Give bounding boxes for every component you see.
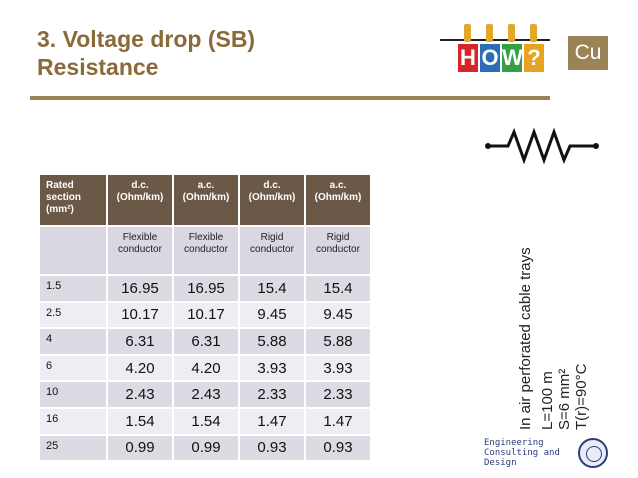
header-rated-section: Rated section (mm²): [38, 173, 108, 227]
ecd-logo: Engineering Consulting and Design: [484, 438, 610, 472]
page-title: 3. Voltage drop (SB) Resistance: [37, 25, 255, 81]
row-section: 4: [38, 327, 108, 356]
cell-value: 2.33: [238, 380, 306, 409]
cell-value: 1.47: [238, 406, 306, 436]
resistance-table: Rated section (mm²) d.c. (Ohm/km) a.c. (…: [38, 173, 372, 463]
peg-icon: [486, 24, 493, 42]
table-row: 6 4.20 4.20 3.93 3.93: [38, 353, 372, 383]
peg-icon: [530, 24, 537, 42]
cell-value: 16.95: [106, 274, 174, 303]
subheader-cell: Flexible conductor: [106, 225, 174, 276]
table-row: 16 1.54 1.54 1.47 1.47: [38, 406, 372, 436]
table-header-row: Rated section (mm²) d.c. (Ohm/km) a.c. (…: [38, 173, 372, 227]
ecd-logo-text: Engineering Consulting and Design: [484, 438, 560, 468]
cell-value: 0.93: [238, 433, 306, 463]
table-row: 1.5 16.95 16.95 15.4 15.4: [38, 274, 372, 303]
cell-value: 16.95: [172, 274, 240, 303]
condition-temperature: T(r)=90°C: [573, 363, 590, 430]
cell-value: 5.88: [238, 327, 306, 356]
subheader-cell: Rigid conductor: [238, 225, 306, 276]
cell-value: 10.17: [172, 300, 240, 330]
logo-letter-3: W: [502, 44, 523, 72]
table-subheader-row: Flexible conductor Flexible conductor Ri…: [38, 225, 372, 276]
peg-icon: [464, 24, 471, 42]
copper-badge: Cu: [568, 36, 608, 70]
title-line-2: Resistance: [37, 54, 159, 80]
cell-value: 0.99: [172, 433, 240, 463]
header-ac-flexible: a.c. (Ohm/km): [172, 173, 240, 227]
ecd-line-2: Consulting and: [484, 448, 560, 458]
logo-letter-4: ?: [524, 44, 544, 72]
peg-icon: [508, 24, 515, 42]
condition-installation: In air perforated cable trays: [517, 247, 534, 430]
row-section: 2.5: [38, 300, 108, 330]
subheader-cell: Flexible conductor: [172, 225, 240, 276]
cell-value: 2.33: [304, 380, 372, 409]
table-row: 2.5 10.17 10.17 9.45 9.45: [38, 300, 372, 330]
cell-value: 6.31: [172, 327, 240, 356]
cell-value: 0.93: [304, 433, 372, 463]
subheader-cell: Rigid conductor: [304, 225, 372, 276]
condition-section: S=6 mm²: [556, 368, 573, 430]
cell-value: 0.99: [106, 433, 174, 463]
logo-letter-1: H: [458, 44, 478, 72]
cell-value: 4.20: [106, 353, 174, 383]
row-section: 16: [38, 406, 108, 436]
cell-value: 1.54: [106, 406, 174, 436]
header-ac-rigid: a.c. (Ohm/km): [304, 173, 372, 227]
subheader-cell: [38, 225, 108, 276]
cell-value: 15.4: [238, 274, 306, 303]
cell-value: 4.20: [172, 353, 240, 383]
cell-value: 1.54: [172, 406, 240, 436]
row-section: 1.5: [38, 274, 108, 303]
how-logo: H O W ?: [440, 22, 550, 82]
table-row: 4 6.31 6.31 5.88 5.88: [38, 327, 372, 356]
cell-value: 9.45: [304, 300, 372, 330]
logo-letter-2: O: [480, 44, 500, 72]
test-conditions: In air perforated cable trays L=100 m S=…: [517, 220, 591, 430]
cell-value: 3.93: [238, 353, 306, 383]
ecd-line-3: Design: [484, 458, 517, 468]
condition-length: L=100 m: [539, 371, 556, 430]
row-section: 10: [38, 380, 108, 409]
ecd-line-1: Engineering: [484, 438, 544, 448]
cell-value: 9.45: [238, 300, 306, 330]
title-line-1: 3. Voltage drop (SB): [37, 26, 256, 52]
clothesline: [440, 39, 550, 41]
title-divider: [30, 96, 550, 100]
cell-value: 1.47: [304, 406, 372, 436]
cell-value: 3.93: [304, 353, 372, 383]
row-section: 25: [38, 433, 108, 463]
cell-value: 6.31: [106, 327, 174, 356]
resistor-symbol-icon: [485, 128, 599, 164]
table-row: 10 2.43 2.43 2.33 2.33: [38, 380, 372, 409]
cell-value: 10.17: [106, 300, 174, 330]
table-row: 25 0.99 0.99 0.93 0.93: [38, 433, 372, 463]
header-dc-flexible: d.c. (Ohm/km): [106, 173, 174, 227]
university-seal-icon: [578, 438, 608, 468]
cell-value: 5.88: [304, 327, 372, 356]
row-section: 6: [38, 353, 108, 383]
cell-value: 15.4: [304, 274, 372, 303]
header-dc-rigid: d.c. (Ohm/km): [238, 173, 306, 227]
cell-value: 2.43: [172, 380, 240, 409]
cell-value: 2.43: [106, 380, 174, 409]
